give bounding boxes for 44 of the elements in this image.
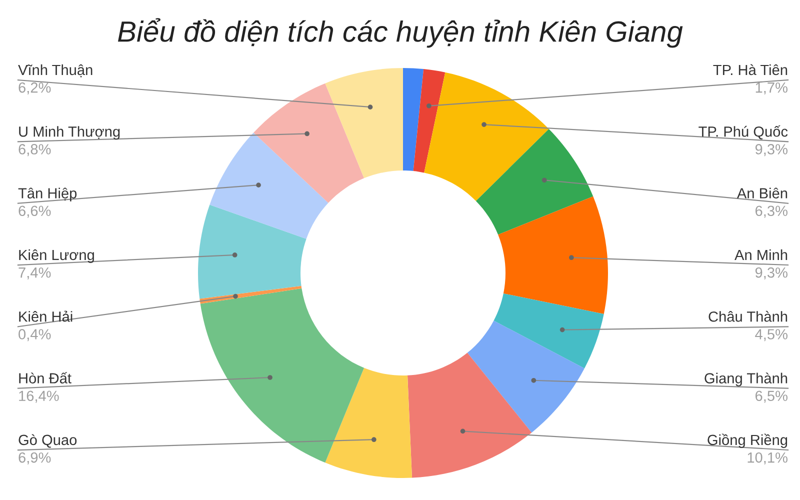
data-label: 6,8% [18,144,51,156]
slice-label: Tân Hiệp [18,188,77,202]
donut-slice [200,286,302,304]
donut-slice [403,68,424,172]
slice-label: Giồng Riềng [708,434,788,448]
data-label: 4,5% [755,329,788,342]
slice-label: Hòn Đất [19,372,72,384]
donut-slice [325,368,412,478]
donut-slice [408,352,532,478]
slice-label: Vĩnh Thuận [18,64,92,78]
data-label: 9,3% [755,144,788,156]
slice-label: Kiên Hải [19,310,72,322]
donut-slice [494,293,604,368]
data-label: 16,4% [19,390,59,403]
slice-label: Châu Thành [708,310,788,322]
donut-slice [254,83,364,203]
donut-slice [210,132,328,239]
slice-label: U Minh Thượng [19,126,120,140]
donut-slice [467,320,584,433]
slice-label: TP. Phú Quốc [698,125,788,140]
slice-label: Kiên Lương [19,249,94,263]
donut-slice [198,204,306,299]
slice-label: Giang Thành [704,372,788,386]
slice-label: Gò Quao [18,434,77,448]
data-label: 6,2% [18,82,51,94]
data-label: 6,3% [756,206,788,218]
donut-slice [498,196,608,314]
chart-title: Biểu đồ diện tích các huyện tỉnh Kiên Giang [118,18,683,48]
donut-slice [200,288,364,463]
data-label: 6,6% [18,206,51,218]
data-label: 6,9% [18,452,51,464]
data-label: 9,3% [755,267,788,280]
slice-label: An Biên [736,188,788,198]
donut-slice [325,68,403,178]
donut-slice [476,128,594,235]
donut-slice [413,69,446,173]
slice-label: TP. Hà Tiên [713,64,788,76]
data-label: 1,7% [756,82,788,94]
data-label: 0,4% [18,329,51,342]
data-label: 6,5% [756,390,788,403]
data-label: 7,4% [18,267,51,280]
data-label: 10,1% [748,452,788,464]
donut-slice [424,72,549,201]
slice-label: An Minh [734,249,788,260]
